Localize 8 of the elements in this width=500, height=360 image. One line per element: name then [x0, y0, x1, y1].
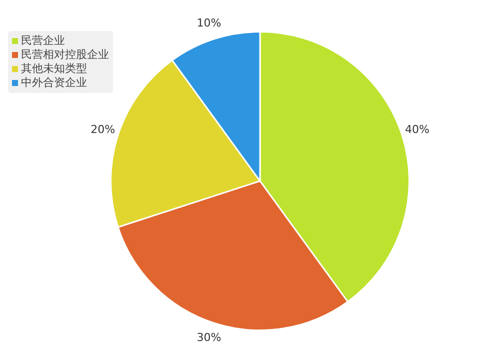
data-label: 20%	[90, 122, 116, 136]
legend-label: 民营相对控股企业	[21, 48, 109, 62]
legend-label: 中外合资企业	[21, 76, 87, 90]
data-label: 10%	[196, 16, 222, 30]
data-label: 30%	[196, 331, 222, 344]
legend-label: 其他未知类型	[21, 62, 87, 76]
data-label: 40%	[404, 122, 430, 136]
legend-label: 民营企业	[21, 34, 65, 48]
